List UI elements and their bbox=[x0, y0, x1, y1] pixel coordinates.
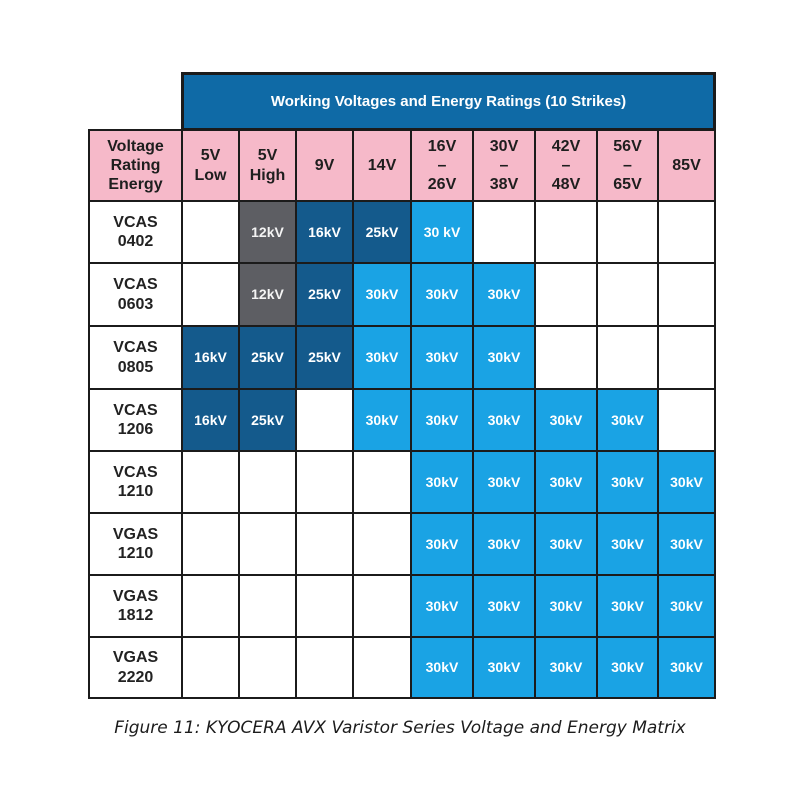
row-header: VGAS 1812 bbox=[88, 574, 183, 638]
rating-cell: 30kV bbox=[596, 574, 659, 638]
rating-cell: 25kV bbox=[295, 262, 354, 327]
row-header: VCAS 0805 bbox=[88, 325, 183, 390]
rating-cell: 30kV bbox=[410, 388, 474, 452]
rating-cell: 30kV bbox=[472, 512, 536, 576]
rating-cell bbox=[657, 200, 716, 264]
rating-cell bbox=[596, 262, 659, 327]
row-header: VCAS 0603 bbox=[88, 262, 183, 327]
voltage-energy-matrix: Working Voltages and Energy Ratings (10 … bbox=[88, 72, 716, 699]
rating-cell bbox=[352, 574, 412, 638]
rating-cell: 30kV bbox=[657, 574, 716, 638]
rating-cell: 30kV bbox=[596, 388, 659, 452]
row-header: VGAS 2220 bbox=[88, 636, 183, 699]
rating-cell: 30kV bbox=[472, 262, 536, 327]
rating-cell: 30kV bbox=[352, 262, 412, 327]
rating-cell: 30kV bbox=[596, 450, 659, 514]
rating-cell: 30kV bbox=[534, 574, 598, 638]
rating-cell: 30kV bbox=[534, 512, 598, 576]
rating-cell: 25kV bbox=[238, 388, 297, 452]
rating-cell: 30kV bbox=[534, 388, 598, 452]
rating-cell bbox=[534, 262, 598, 327]
rating-cell: 30kV bbox=[534, 636, 598, 699]
rating-cell bbox=[295, 388, 354, 452]
rating-cell bbox=[657, 388, 716, 452]
rating-cell: 30kV bbox=[410, 262, 474, 327]
rating-cell: 30kV bbox=[472, 636, 536, 699]
rating-cell: 16kV bbox=[295, 200, 354, 264]
rating-cell bbox=[352, 512, 412, 576]
column-header: 16V – 26V bbox=[410, 129, 474, 202]
rating-cell bbox=[295, 512, 354, 576]
rating-cell bbox=[596, 200, 659, 264]
rating-cell bbox=[238, 636, 297, 699]
rating-cell: 30kV bbox=[472, 325, 536, 390]
rating-cell: 25kV bbox=[295, 325, 354, 390]
matrix-title: Working Voltages and Energy Ratings (10 … bbox=[181, 72, 716, 131]
column-header: 30V – 38V bbox=[472, 129, 536, 202]
row-header: VCAS 1206 bbox=[88, 388, 183, 452]
rating-cell bbox=[596, 325, 659, 390]
rating-cell: 30kV bbox=[410, 450, 474, 514]
rating-cell: 16kV bbox=[181, 325, 240, 390]
rating-cell bbox=[295, 574, 354, 638]
rating-cell bbox=[238, 512, 297, 576]
rating-cell: 30kV bbox=[657, 450, 716, 514]
rating-cell: 30kV bbox=[352, 388, 412, 452]
rating-cell bbox=[238, 450, 297, 514]
rating-cell: 30kV bbox=[410, 512, 474, 576]
column-header: 42V – 48V bbox=[534, 129, 598, 202]
rating-cell: 16kV bbox=[181, 388, 240, 452]
rating-cell bbox=[534, 325, 598, 390]
rating-cell: 30kV bbox=[472, 450, 536, 514]
rating-cell: 25kV bbox=[352, 200, 412, 264]
rating-cell: 30kV bbox=[657, 512, 716, 576]
rating-cell: 30kV bbox=[534, 450, 598, 514]
rating-cell bbox=[181, 636, 240, 699]
rating-cell: 30kV bbox=[410, 636, 474, 699]
row-header: VCAS 0402 bbox=[88, 200, 183, 264]
rating-cell bbox=[181, 450, 240, 514]
rating-cell bbox=[295, 636, 354, 699]
rating-cell bbox=[238, 574, 297, 638]
rating-cell: 30kV bbox=[410, 325, 474, 390]
rating-cell: 30kV bbox=[596, 512, 659, 576]
rating-cell bbox=[534, 200, 598, 264]
rating-cell bbox=[181, 574, 240, 638]
rating-cell bbox=[181, 200, 240, 264]
corner-header: Voltage Rating Energy bbox=[88, 129, 183, 202]
rating-cell: 30kV bbox=[657, 636, 716, 699]
rating-cell: 30 kV bbox=[410, 200, 474, 264]
rating-cell bbox=[352, 636, 412, 699]
rating-cell: 12kV bbox=[238, 262, 297, 327]
rating-cell bbox=[295, 450, 354, 514]
rating-cell bbox=[181, 512, 240, 576]
rating-cell: 30kV bbox=[472, 388, 536, 452]
rating-cell: 25kV bbox=[238, 325, 297, 390]
rating-cell: 30kV bbox=[352, 325, 412, 390]
rating-cell: 30kV bbox=[596, 636, 659, 699]
rating-cell: 12kV bbox=[238, 200, 297, 264]
row-header: VGAS 1210 bbox=[88, 512, 183, 576]
rating-cell: 30kV bbox=[410, 574, 474, 638]
column-header: 5V High bbox=[238, 129, 297, 202]
rating-cell bbox=[181, 262, 240, 327]
column-header: 56V – 65V bbox=[596, 129, 659, 202]
column-header: 9V bbox=[295, 129, 354, 202]
column-header: 85V bbox=[657, 129, 716, 202]
column-header: 5V Low bbox=[181, 129, 240, 202]
row-header: VCAS 1210 bbox=[88, 450, 183, 514]
rating-cell: 30kV bbox=[472, 574, 536, 638]
column-header: 14V bbox=[352, 129, 412, 202]
rating-cell bbox=[657, 325, 716, 390]
rating-cell bbox=[657, 262, 716, 327]
figure-caption: Figure 11: KYOCERA AVX Varistor Series V… bbox=[114, 718, 686, 738]
rating-cell bbox=[472, 200, 536, 264]
rating-cell bbox=[352, 450, 412, 514]
